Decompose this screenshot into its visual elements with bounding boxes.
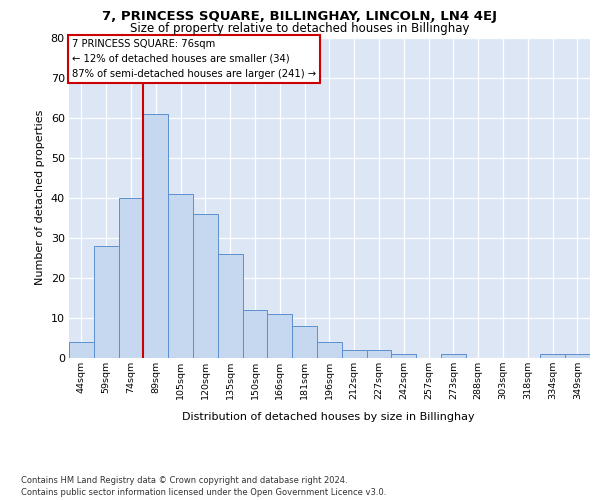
Bar: [317, 342, 342, 357]
Bar: [565, 354, 590, 358]
Text: 7, PRINCESS SQUARE, BILLINGHAY, LINCOLN, LN4 4EJ: 7, PRINCESS SQUARE, BILLINGHAY, LINCOLN,…: [103, 10, 497, 23]
Bar: [292, 326, 317, 358]
Bar: [94, 246, 119, 358]
Text: Contains public sector information licensed under the Open Government Licence v3: Contains public sector information licen…: [21, 488, 386, 497]
Bar: [119, 198, 143, 358]
Bar: [367, 350, 391, 358]
Text: Size of property relative to detached houses in Billinghay: Size of property relative to detached ho…: [130, 22, 470, 35]
Text: 7 PRINCESS SQUARE: 76sqm
← 12% of detached houses are smaller (34)
87% of semi-d: 7 PRINCESS SQUARE: 76sqm ← 12% of detach…: [71, 39, 316, 78]
Bar: [143, 114, 168, 358]
Bar: [69, 342, 94, 357]
Bar: [540, 354, 565, 358]
Bar: [193, 214, 218, 358]
Bar: [218, 254, 242, 358]
Bar: [268, 314, 292, 358]
Bar: [168, 194, 193, 358]
Bar: [342, 350, 367, 358]
Text: Distribution of detached houses by size in Billinghay: Distribution of detached houses by size …: [182, 412, 475, 422]
Bar: [391, 354, 416, 358]
Bar: [441, 354, 466, 358]
Text: Contains HM Land Registry data © Crown copyright and database right 2024.: Contains HM Land Registry data © Crown c…: [21, 476, 347, 485]
Bar: [242, 310, 268, 358]
Y-axis label: Number of detached properties: Number of detached properties: [35, 110, 45, 285]
